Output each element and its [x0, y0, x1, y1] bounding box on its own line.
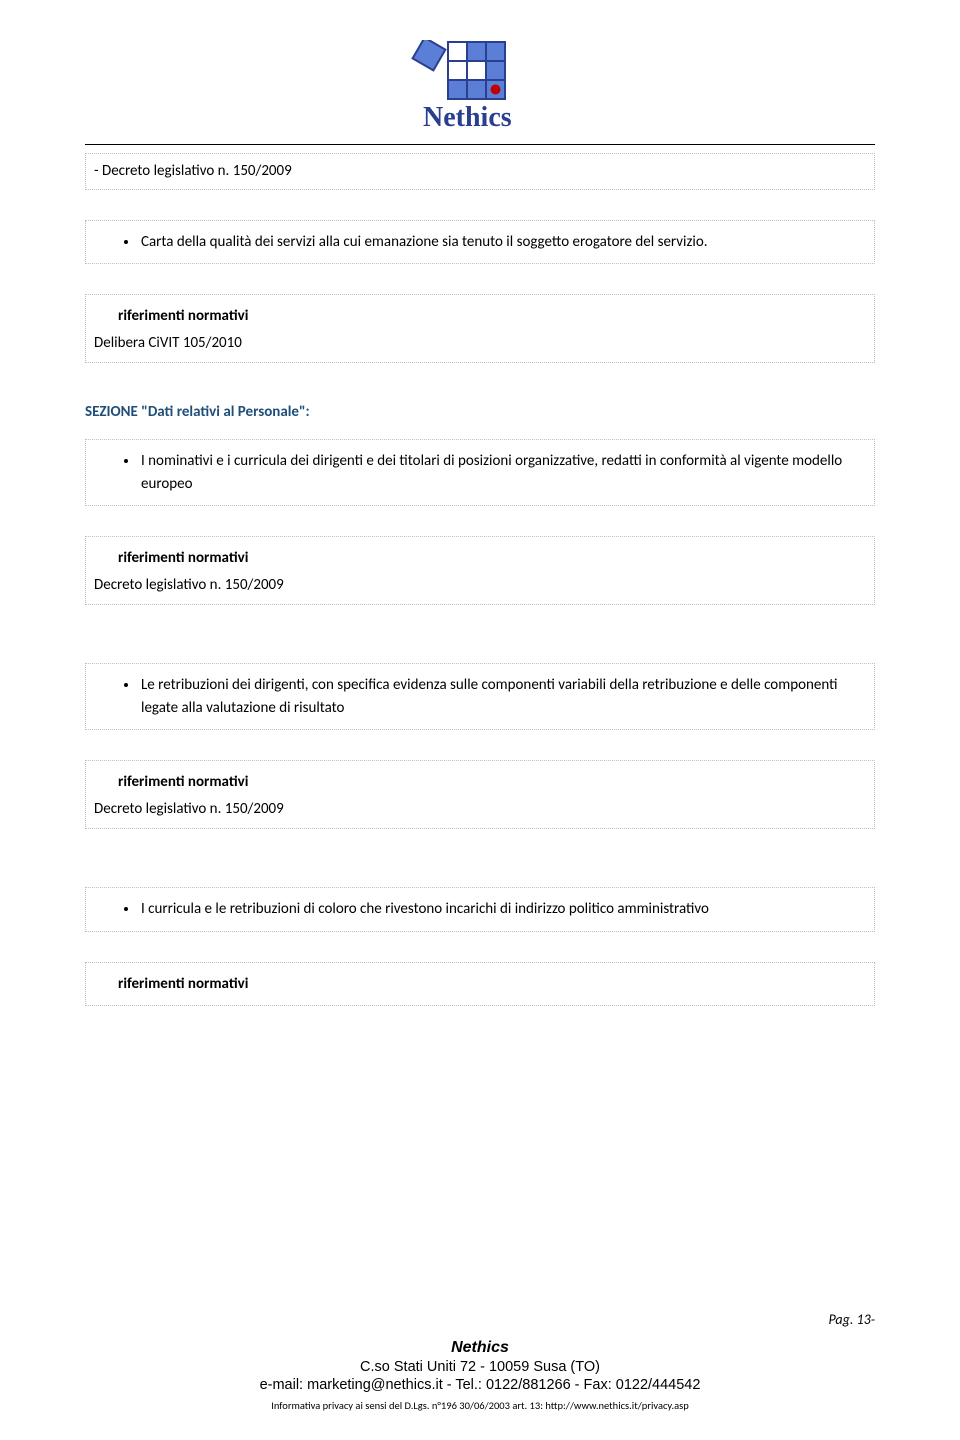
box-ref-decreto-3: riferimenti normativi Decreto legislativ…: [85, 760, 875, 829]
box-ref-decreto-2: riferimenti normativi Decreto legislativ…: [85, 536, 875, 605]
footer-privacy: Informativa privacy ai sensi del D.Lgs. …: [0, 1399, 960, 1412]
ref-body-decreto-2: Decreto legislativo n. 150/2009: [94, 574, 866, 597]
box-decreto-1-text: - Decreto legislativo n. 150/2009: [94, 162, 292, 180]
spacer: [85, 859, 875, 887]
spacer: [85, 635, 875, 663]
box-ref-only: riferimenti normativi: [85, 962, 875, 1007]
box-decreto-1: - Decreto legislativo n. 150/2009: [85, 153, 875, 190]
document-page: Nethics - Decreto legislativo n. 150/200…: [0, 0, 960, 1440]
box-retribuzioni: Le retribuzioni dei dirigenti, con speci…: [85, 663, 875, 730]
bullet-nominativi: I nominativi e i curricula dei dirigenti…: [139, 450, 866, 495]
bullet-retribuzioni: Le retribuzioni dei dirigenti, con speci…: [139, 674, 866, 719]
footer-address: C.so Stati Uniti 72 - 10059 Susa (TO): [0, 1359, 960, 1375]
svg-text:Nethics: Nethics: [423, 102, 512, 133]
box-carta-qualita: Carta della qualità dei servizi alla cui…: [85, 220, 875, 265]
ref-label: riferimenti normativi: [94, 547, 866, 570]
bullet-carta-qualita: Carta della qualità dei servizi alla cui…: [139, 231, 866, 254]
logo-container: Nethics: [85, 40, 875, 140]
ref-body-decreto-3: Decreto legislativo n. 150/2009: [94, 798, 866, 821]
ref-label: riferimenti normativi: [94, 771, 866, 794]
footer-contact: e-mail: marketing@nethics.it - Tel.: 012…: [0, 1377, 960, 1393]
box-curricula: I curricula e le retribuzioni di coloro …: [85, 887, 875, 932]
page-number: Pag. 13-: [828, 1311, 875, 1328]
header-rule: [85, 144, 875, 145]
footer-brand: Nethics: [0, 1339, 960, 1357]
box-ref-civit: riferimenti normativi Delibera CiVIT 105…: [85, 294, 875, 363]
footer: Nethics C.so Stati Uniti 72 - 10059 Susa…: [0, 1339, 960, 1412]
nethics-logo: Nethics: [403, 40, 557, 135]
ref-label: riferimenti normativi: [94, 305, 866, 328]
ref-label: riferimenti normativi: [94, 973, 866, 996]
ref-body-civit: Delibera CiVIT 105/2010: [94, 332, 866, 355]
bullet-curricula: I curricula e le retribuzioni di coloro …: [139, 898, 866, 921]
section-title-personale: SEZIONE "Dati relativi al Personale":: [85, 403, 875, 421]
box-nominativi: I nominativi e i curricula dei dirigenti…: [85, 439, 875, 506]
